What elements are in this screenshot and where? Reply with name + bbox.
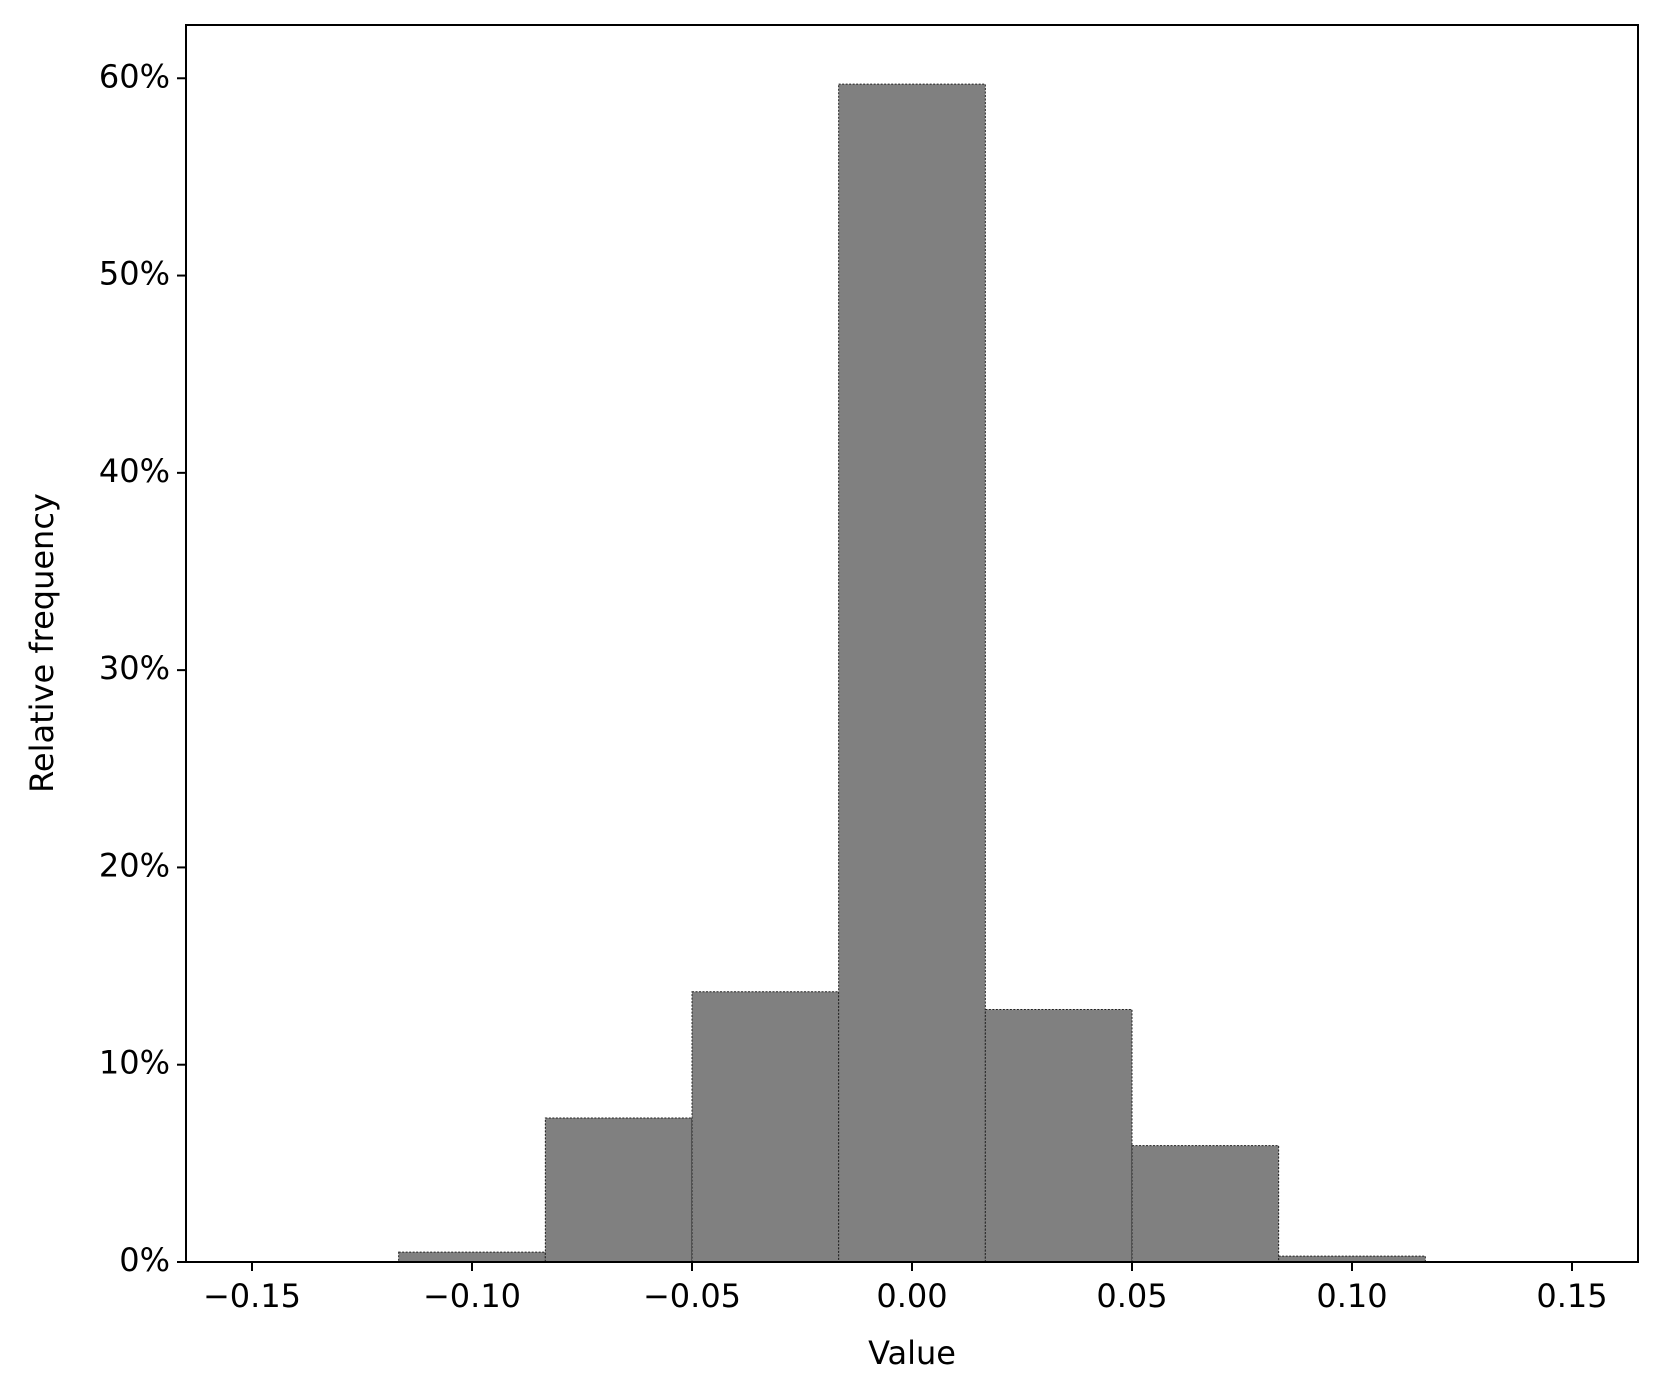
- y-axis-label: Relative frequency: [23, 493, 61, 793]
- y-tick-label: 60%: [99, 57, 170, 95]
- x-axis-label: Value: [868, 1334, 956, 1372]
- bar: [544, 1117, 693, 1263]
- x-tick-label: −0.05: [643, 1277, 741, 1315]
- y-tick-label: 30%: [99, 649, 170, 687]
- y-tick-label: 0%: [119, 1241, 170, 1279]
- bar: [838, 83, 986, 1263]
- bar: [398, 1251, 546, 1263]
- bar: [1131, 1145, 1280, 1263]
- x-tick-label: 0.00: [876, 1277, 947, 1315]
- y-tick-label: 50%: [99, 255, 170, 293]
- y-tick-label: 40%: [99, 452, 170, 490]
- x-tick-label: −0.15: [203, 1277, 301, 1315]
- bar: [691, 991, 840, 1263]
- x-tick-label: 0.15: [1536, 1277, 1607, 1315]
- x-tick-label: 0.05: [1096, 1277, 1167, 1315]
- x-tick-label: −0.10: [423, 1277, 521, 1315]
- bar: [984, 1008, 1133, 1263]
- y-tick-label: 10%: [99, 1044, 170, 1082]
- y-tick-label: 20%: [99, 846, 170, 884]
- x-tick-label: 0.10: [1316, 1277, 1387, 1315]
